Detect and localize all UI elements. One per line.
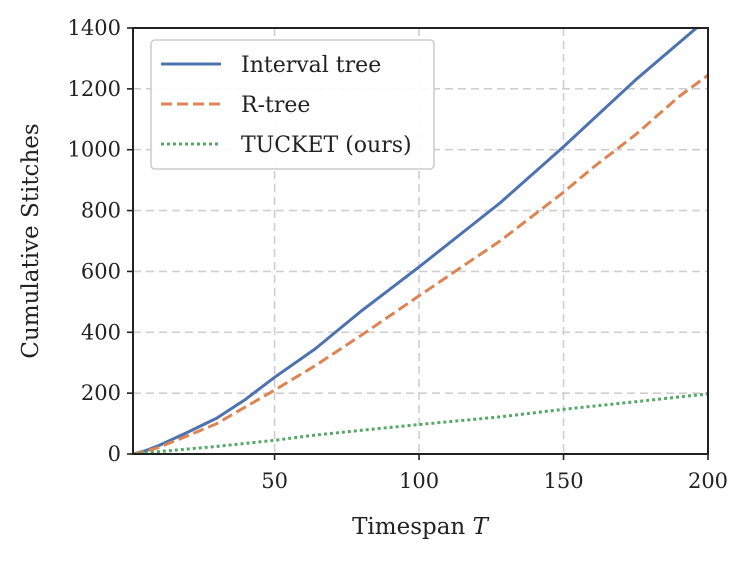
legend-label-tucket: TUCKET (ours) [241, 133, 412, 158]
plot-frame [132, 27, 709, 455]
y-tick-label: 1400 [68, 16, 121, 40]
y-axis-title: Cumulative Stitches [18, 123, 44, 358]
y-tick-label: 600 [81, 259, 121, 283]
y-tick-label: 400 [81, 320, 121, 344]
legend-box [150, 39, 435, 170]
x-tick-label: 50 [261, 469, 288, 493]
y-tick-label: 200 [81, 381, 121, 405]
y-tick-label: 0 [108, 442, 121, 466]
series-line-interval-tree [133, 28, 698, 454]
legend-label-r-tree: R-tree [241, 93, 310, 118]
x-tick-label: 200 [688, 469, 728, 493]
ticks: 50 100 150 200 0 200 400 600 800 1000 1200 1400 [68, 16, 729, 493]
legend-label-interval-tree: Interval tree [241, 53, 381, 78]
legend: Interval tree R-tree TUCKET (ours) [150, 39, 435, 170]
x-tick-label: 150 [543, 469, 583, 493]
y-tick-label: 1200 [68, 77, 121, 101]
series-line-r-tree [133, 73, 708, 454]
x-axis-label: Timespan [352, 514, 465, 540]
x-axis-title: Timespan T [352, 514, 489, 540]
y-tick-label: 800 [81, 199, 121, 223]
series-line-tucket-ours [133, 392, 708, 454]
x-axis-variable: T [473, 514, 490, 540]
x-tick-label: 100 [399, 469, 439, 493]
series-layer [133, 28, 708, 454]
y-tick-label: 1000 [68, 138, 121, 162]
